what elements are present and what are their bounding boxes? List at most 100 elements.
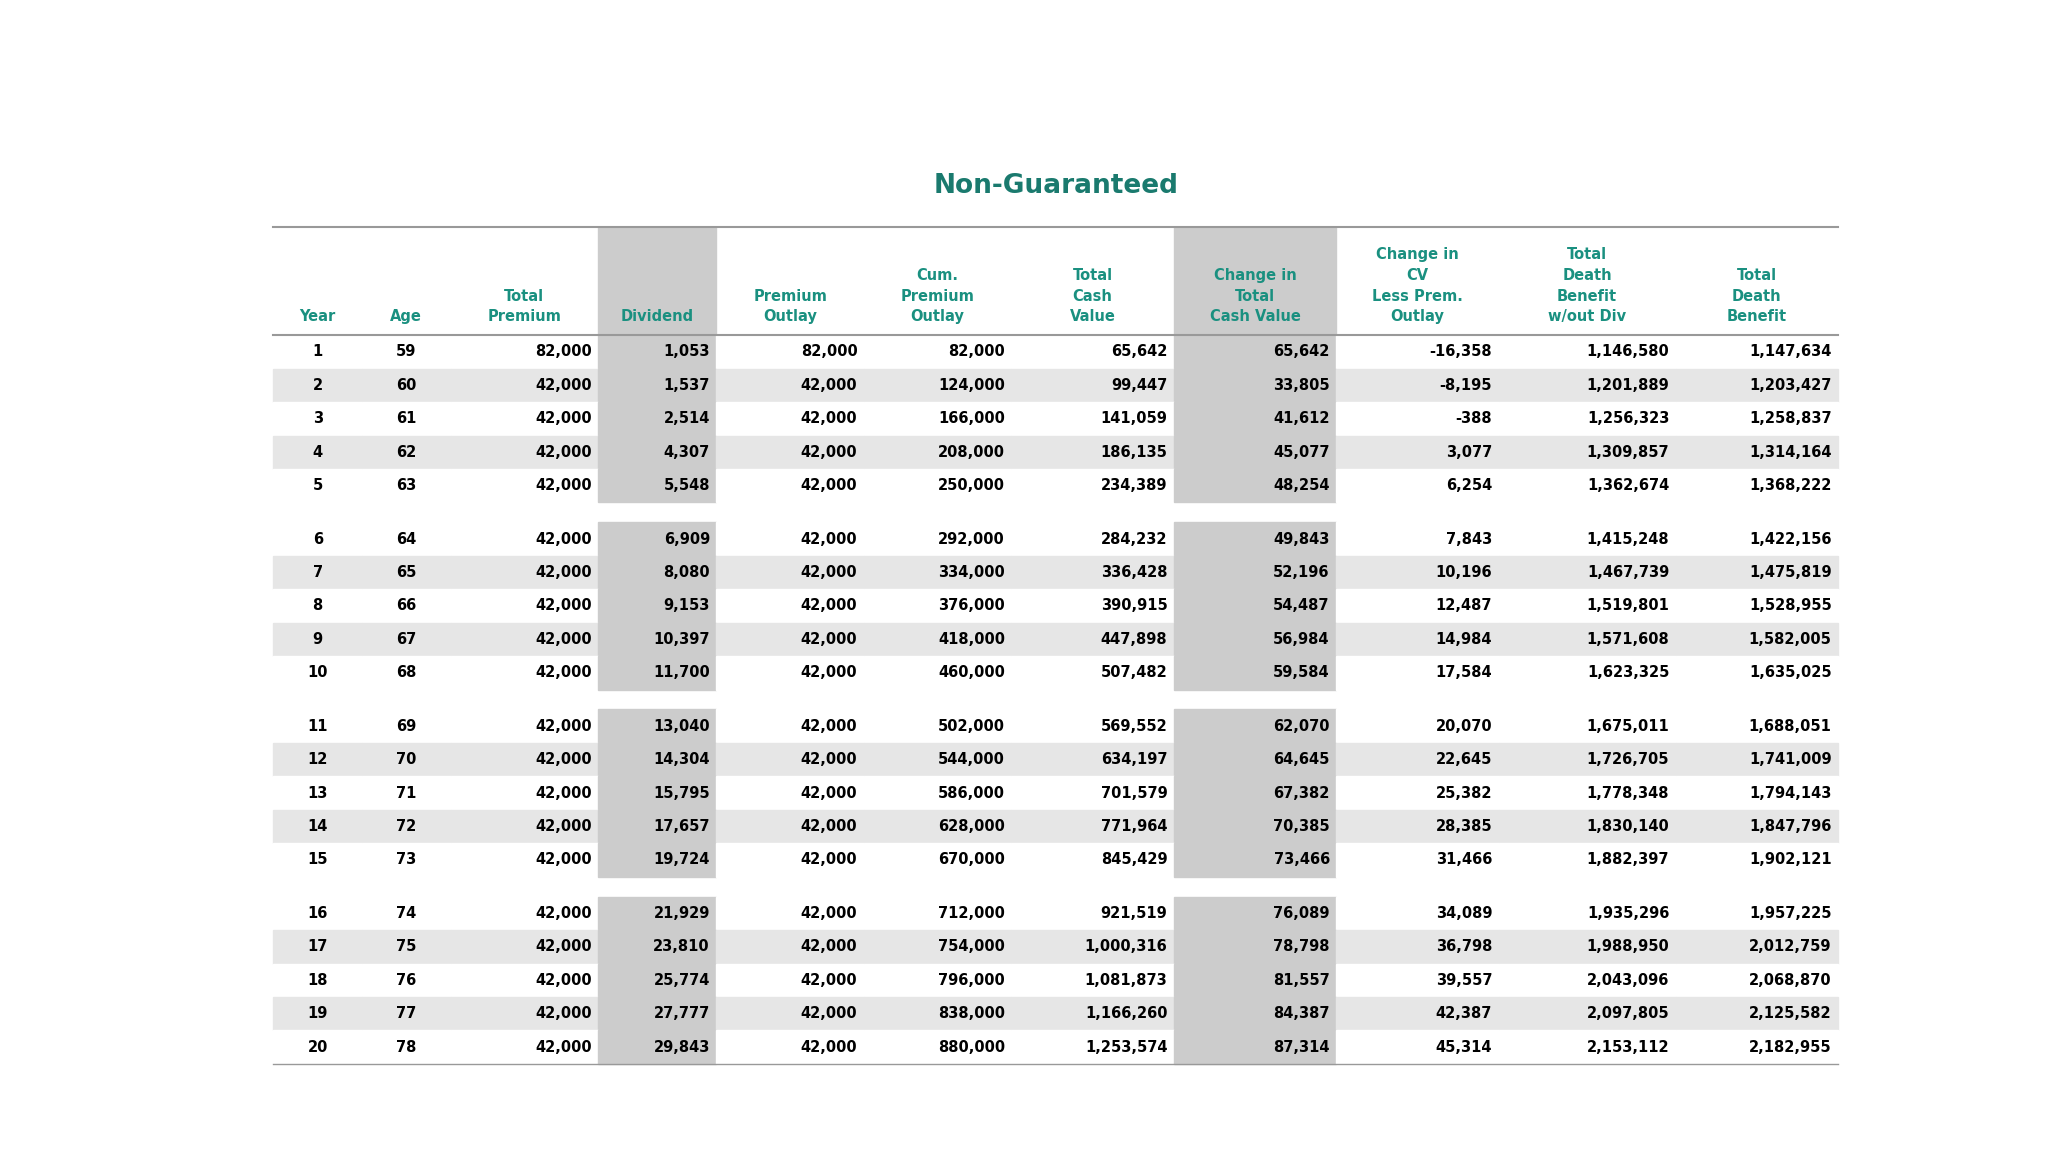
Bar: [451, 403, 597, 436]
Bar: [1498, 470, 1675, 502]
Bar: [863, 436, 1011, 470]
Text: 42,387: 42,387: [1436, 1006, 1491, 1021]
Text: 17,584: 17,584: [1436, 666, 1491, 681]
Bar: [1174, 930, 1337, 964]
Text: Total: Total: [505, 289, 544, 304]
Text: 42,000: 42,000: [801, 1040, 857, 1054]
Bar: [1675, 589, 1838, 622]
Text: CV: CV: [1407, 268, 1428, 283]
Text: 65,642: 65,642: [1273, 344, 1331, 359]
Bar: [363, 403, 451, 436]
Bar: [451, 369, 597, 403]
Text: Outlay: Outlay: [762, 310, 818, 324]
Bar: [597, 369, 717, 403]
Bar: [363, 930, 451, 964]
Text: 49,843: 49,843: [1273, 532, 1331, 547]
Text: Cash Value: Cash Value: [1209, 310, 1300, 324]
Bar: [1174, 776, 1337, 810]
Text: 42,000: 42,000: [536, 718, 591, 734]
Text: 507,482: 507,482: [1100, 666, 1168, 681]
Bar: [1174, 589, 1337, 622]
Text: 42,000: 42,000: [801, 939, 857, 954]
Text: 880,000: 880,000: [937, 1040, 1005, 1054]
Bar: [1174, 656, 1337, 689]
Text: Total: Total: [1737, 268, 1778, 283]
Bar: [363, 964, 451, 997]
Bar: [274, 470, 363, 502]
Bar: [863, 522, 1011, 555]
Text: 14,304: 14,304: [653, 753, 711, 767]
Bar: [1174, 622, 1337, 656]
Text: 16: 16: [307, 906, 328, 920]
Text: 42,000: 42,000: [801, 666, 857, 681]
Bar: [863, 776, 1011, 810]
Text: 1,368,222: 1,368,222: [1749, 478, 1831, 493]
Bar: [1675, 843, 1838, 877]
Bar: [1337, 1031, 1498, 1064]
Text: 186,135: 186,135: [1100, 445, 1168, 460]
Bar: [1675, 656, 1838, 689]
Bar: [1174, 897, 1337, 930]
Bar: [1011, 743, 1174, 776]
Text: 250,000: 250,000: [937, 478, 1005, 493]
Text: 41,612: 41,612: [1273, 411, 1331, 426]
Text: 28,385: 28,385: [1436, 819, 1491, 834]
Text: 13,040: 13,040: [653, 718, 711, 734]
Text: 60: 60: [396, 378, 416, 393]
Bar: [451, 589, 597, 622]
Bar: [1011, 470, 1174, 502]
Text: 42,000: 42,000: [536, 632, 591, 647]
Bar: [274, 709, 363, 743]
Bar: [1675, 470, 1838, 502]
Bar: [597, 930, 717, 964]
Bar: [1174, 743, 1337, 776]
Bar: [717, 403, 863, 436]
Text: 19,724: 19,724: [653, 852, 711, 868]
Bar: [717, 709, 863, 743]
Text: 42,000: 42,000: [536, 378, 591, 393]
Text: 8: 8: [313, 599, 323, 614]
Bar: [1675, 930, 1838, 964]
Bar: [1337, 589, 1498, 622]
Bar: [274, 776, 363, 810]
Bar: [1498, 997, 1675, 1031]
Text: -388: -388: [1456, 411, 1491, 426]
Bar: [1337, 776, 1498, 810]
Bar: [1011, 843, 1174, 877]
Text: 54,487: 54,487: [1273, 599, 1331, 614]
Bar: [451, 336, 597, 369]
Text: Cash: Cash: [1073, 289, 1112, 304]
Bar: [363, 436, 451, 470]
Bar: [1498, 743, 1675, 776]
Text: 124,000: 124,000: [937, 378, 1005, 393]
Text: 1,053: 1,053: [663, 344, 711, 359]
Bar: [863, 930, 1011, 964]
Text: 42,000: 42,000: [536, 666, 591, 681]
Text: 569,552: 569,552: [1100, 718, 1168, 734]
Bar: [1337, 656, 1498, 689]
Bar: [363, 1031, 451, 1064]
Bar: [363, 555, 451, 589]
Bar: [1675, 1031, 1838, 1064]
Bar: [451, 470, 597, 502]
Bar: [1337, 997, 1498, 1031]
Text: 42,000: 42,000: [801, 478, 857, 493]
Bar: [1174, 997, 1337, 1031]
Text: 3,077: 3,077: [1446, 445, 1491, 460]
Bar: [274, 964, 363, 997]
Text: 27,777: 27,777: [653, 1006, 711, 1021]
Text: 42,000: 42,000: [536, 411, 591, 426]
Bar: [717, 336, 863, 369]
Text: 72: 72: [396, 819, 416, 834]
Bar: [717, 743, 863, 776]
Text: 33,805: 33,805: [1273, 378, 1331, 393]
Bar: [1174, 369, 1337, 403]
Bar: [597, 436, 717, 470]
Bar: [717, 522, 863, 555]
Bar: [717, 810, 863, 843]
Bar: [1337, 622, 1498, 656]
Bar: [717, 843, 863, 877]
Text: 3: 3: [313, 411, 323, 426]
Bar: [363, 709, 451, 743]
Text: 1,362,674: 1,362,674: [1586, 478, 1669, 493]
